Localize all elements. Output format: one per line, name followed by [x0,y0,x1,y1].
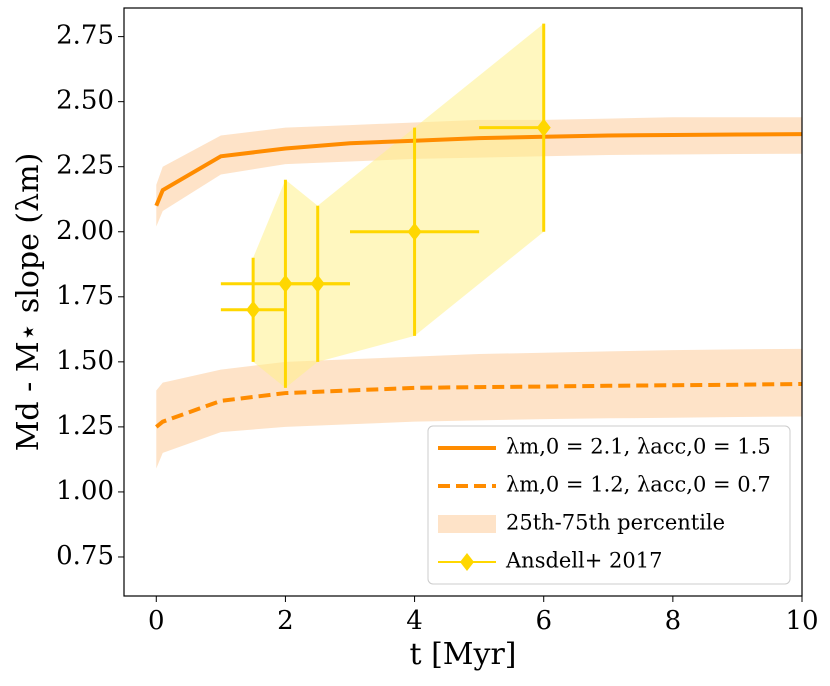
point [246,300,261,319]
x-axis-label: t [Myr] [409,637,516,672]
legend-band [438,515,496,533]
x-tick-label: 8 [665,606,682,636]
legend-box [427,425,791,585]
line [155,381,802,429]
legend-label: λm,0 = 2.1, λacc,0 = 1.5 [506,435,771,459]
y-tick-label: 2.00 [56,216,114,246]
line [154,132,802,207]
legend-marker [460,553,474,571]
point [407,222,422,241]
legend-label: λm,0 = 1.2, λacc,0 = 0.7 [506,473,771,497]
legend-label: Ansdell+ 2017 [505,549,663,573]
x-tick-label: 0 [148,606,165,636]
plot-area [154,23,802,469]
y-axis-label: Md - M⋆ slope (λm) [11,153,46,452]
y-tick-label: 2.50 [56,86,114,116]
y-tick-label: 1.00 [56,476,114,506]
percentile-band [156,348,802,469]
y-tick-label: 1.75 [56,281,114,311]
y-tick-label: 1.50 [56,346,114,376]
x-tick-label: 6 [535,606,552,636]
y-tick-label: 0.75 [56,541,114,571]
x-tick-label: 10 [785,606,818,636]
y-tick-label: 2.25 [56,151,114,181]
y-tick-label: 2.75 [56,21,114,51]
observation-range [253,23,544,388]
legend-label: 25th-75th percentile [506,511,725,535]
x-tick-label: 2 [277,606,294,636]
plot-frame [123,7,803,597]
x-tick-label: 4 [406,606,423,636]
y-tick-label: 1.25 [56,411,114,441]
point [536,118,551,137]
point [310,274,325,293]
